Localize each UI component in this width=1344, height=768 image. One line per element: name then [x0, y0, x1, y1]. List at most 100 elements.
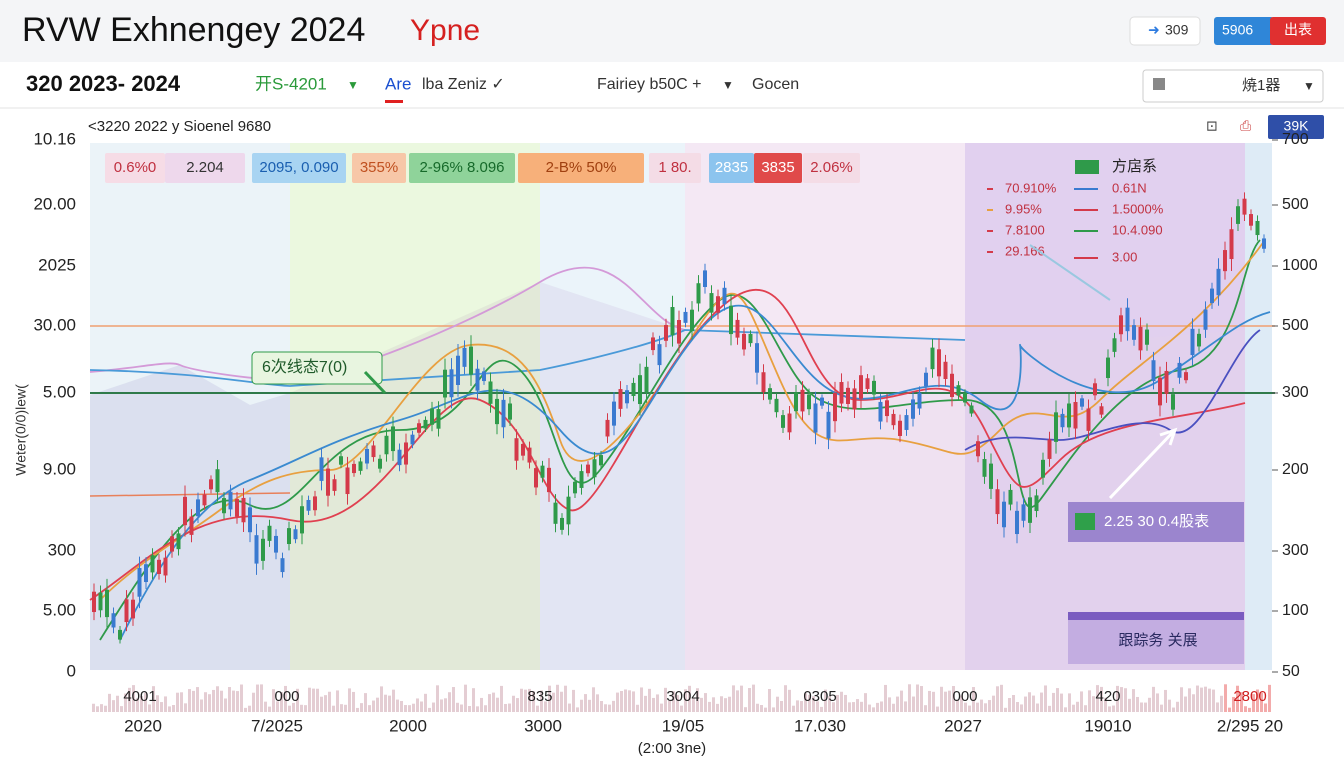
- candle-body: [1067, 403, 1071, 428]
- candle-body: [274, 535, 278, 553]
- red-button[interactable]: [1270, 17, 1326, 45]
- volume-bar: [984, 703, 987, 712]
- candle-body: [1099, 406, 1104, 415]
- volume-bar: [1160, 704, 1163, 712]
- volume-bar: [932, 691, 935, 712]
- candle-body: [800, 389, 805, 412]
- candle-body: [813, 403, 818, 433]
- candle-body: [384, 435, 389, 455]
- dropdown[interactable]: [1142, 69, 1324, 103]
- volume-bar: [1076, 701, 1079, 712]
- candle-body: [1190, 328, 1195, 356]
- volume-bar: [188, 689, 191, 712]
- candle-body: [449, 369, 454, 398]
- candle-body: [638, 375, 642, 405]
- volume-bar: [292, 702, 295, 712]
- volume-bar: [876, 702, 879, 712]
- candle-body: [1210, 288, 1214, 304]
- candle-body: [1216, 268, 1221, 296]
- volume-bar: [1140, 702, 1143, 712]
- candle-body: [1164, 370, 1169, 394]
- count-button[interactable]: [1129, 16, 1201, 46]
- volume-bar: [716, 703, 719, 712]
- badge-text: 2835: [715, 159, 748, 176]
- volume-bar: [208, 694, 211, 712]
- volume-bar: [776, 696, 779, 712]
- candle-body: [1255, 220, 1260, 236]
- candle-body: [872, 380, 876, 395]
- badge-text: 2.204: [186, 159, 224, 176]
- x-tick-label: 7/2025: [251, 716, 303, 735]
- volume-bar: [116, 695, 119, 712]
- candle-body: [176, 533, 181, 550]
- volume-bar: [472, 688, 475, 712]
- candle-body: [742, 333, 746, 350]
- candle-body: [696, 283, 701, 304]
- volume-bar: [200, 699, 203, 712]
- volume-bar: [568, 703, 571, 712]
- candle-body: [514, 438, 519, 461]
- volume-bar: [408, 705, 411, 712]
- candle-body: [644, 366, 649, 393]
- volume-bar: [1196, 685, 1199, 712]
- filter[interactable]: Fairiey b50C +: [597, 76, 702, 93]
- volume-bar: [388, 695, 391, 712]
- volume-bar: [108, 693, 111, 712]
- candle-body: [1041, 459, 1045, 478]
- volume-bar: [220, 690, 223, 712]
- volume-bar: [696, 688, 699, 712]
- icon-button[interactable]: ⎙: [1240, 118, 1251, 134]
- candle-body: [183, 496, 187, 526]
- info-text: 2.25 30 0.4股表: [1104, 513, 1209, 530]
- candle-body: [150, 555, 155, 573]
- volume-bar: [1056, 688, 1059, 712]
- candle-body: [670, 307, 675, 336]
- volume-bar: [836, 694, 839, 712]
- candle-body: [540, 465, 545, 478]
- badge: [105, 153, 165, 183]
- candle-body: [820, 397, 824, 406]
- candle-body: [365, 448, 369, 464]
- badge-text: 2095, 0.090: [259, 159, 338, 176]
- volume-bar: [1024, 696, 1027, 712]
- area-shade: [290, 143, 685, 393]
- caret: ▼: [347, 78, 359, 92]
- tab[interactable]: lba Zeniz ✓: [422, 76, 505, 93]
- view-button[interactable]: [1268, 115, 1324, 139]
- candle-body: [716, 296, 720, 313]
- candle-body: [846, 387, 850, 404]
- volume-bar: [792, 705, 795, 712]
- icon-button[interactable]: ⊡: [1206, 118, 1218, 134]
- volume-bar: [748, 688, 751, 712]
- option[interactable]: Gocen: [752, 76, 799, 93]
- candle-body: [209, 479, 213, 490]
- top-bar: [0, 0, 1344, 62]
- candle-body: [313, 496, 317, 511]
- volume-bar: [588, 699, 591, 712]
- candle-body: [898, 420, 902, 436]
- volume-bar: [256, 684, 259, 712]
- symbol[interactable]: 开S-4201: [255, 74, 327, 93]
- info-box: [1068, 612, 1244, 664]
- volume-bar: [972, 687, 975, 712]
- blue-button[interactable]: [1214, 17, 1274, 45]
- candle-body: [423, 419, 428, 429]
- volume-bar: [536, 705, 539, 712]
- candle-body: [339, 456, 343, 465]
- volume-bar: [1052, 692, 1055, 712]
- candle-body: [547, 467, 551, 493]
- volume-bar: [92, 703, 95, 712]
- volume-bar: [372, 700, 375, 712]
- tab-active[interactable]: Are: [385, 74, 411, 93]
- candle-body: [228, 491, 233, 510]
- candle-body: [995, 489, 1000, 515]
- candle-body: [1197, 333, 1201, 347]
- volume-bar: [1040, 692, 1043, 712]
- volume-bar: [1164, 689, 1167, 712]
- volume-bar: [144, 692, 147, 712]
- candle-body: [826, 411, 831, 439]
- pointer-arrow: [1029, 244, 1111, 301]
- volume-bar: [276, 701, 279, 712]
- volume-bar: [1072, 704, 1075, 712]
- volume-bar: [184, 703, 187, 712]
